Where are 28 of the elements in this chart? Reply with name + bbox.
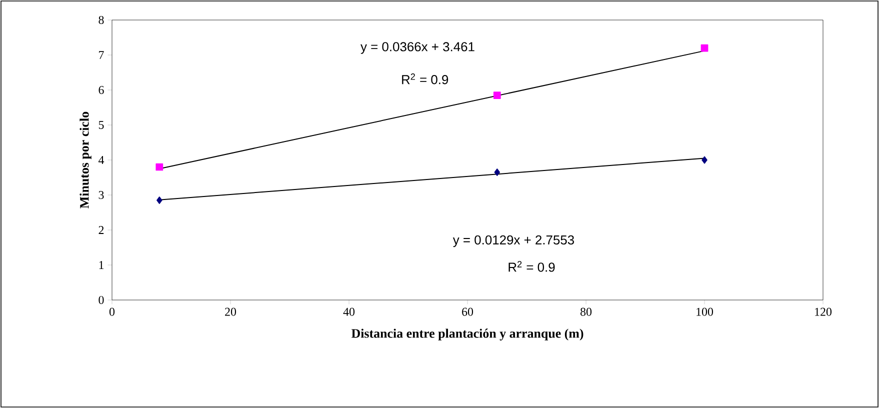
x-tick-label: 100 xyxy=(696,308,714,316)
x-tick-label: 0 xyxy=(109,308,115,316)
x-tick-label: 120 xyxy=(815,308,832,316)
annotation: R$^{2}$ = 0.9 xyxy=(402,73,448,84)
y-tick-label: 1 xyxy=(99,261,104,269)
point xyxy=(494,168,500,176)
point xyxy=(700,44,708,52)
annotation: y = 0.0129x + 2.7553 xyxy=(452,235,574,248)
point xyxy=(702,156,708,164)
point xyxy=(493,92,501,99)
y-axis-title: Minutos por ciclo xyxy=(80,112,92,208)
annotation: y = 0.0366x + 3.461 xyxy=(360,42,474,54)
point xyxy=(156,163,164,171)
y-tick-label: 3 xyxy=(98,190,104,200)
x-tick-label: 20 xyxy=(225,308,236,316)
y-tick-label: 6 xyxy=(98,86,104,94)
point xyxy=(156,196,162,204)
y-tick-label: 7 xyxy=(99,51,104,59)
y-tick-label: 5 xyxy=(98,121,104,129)
x-axis-title: Distancia entre plantación y arranque (m) xyxy=(351,328,584,340)
x-tick-label: 80 xyxy=(580,308,592,316)
y-tick-label: 2 xyxy=(98,226,104,234)
annotation: R$^{2}$ = 0.9 xyxy=(508,261,555,272)
y-tick-label: 8 xyxy=(98,16,104,24)
x-tick-label: 60 xyxy=(462,308,474,316)
x-tick-label: 40 xyxy=(343,308,355,316)
y-tick-label: 4 xyxy=(98,156,104,164)
y-tick-label: 0 xyxy=(98,296,104,304)
